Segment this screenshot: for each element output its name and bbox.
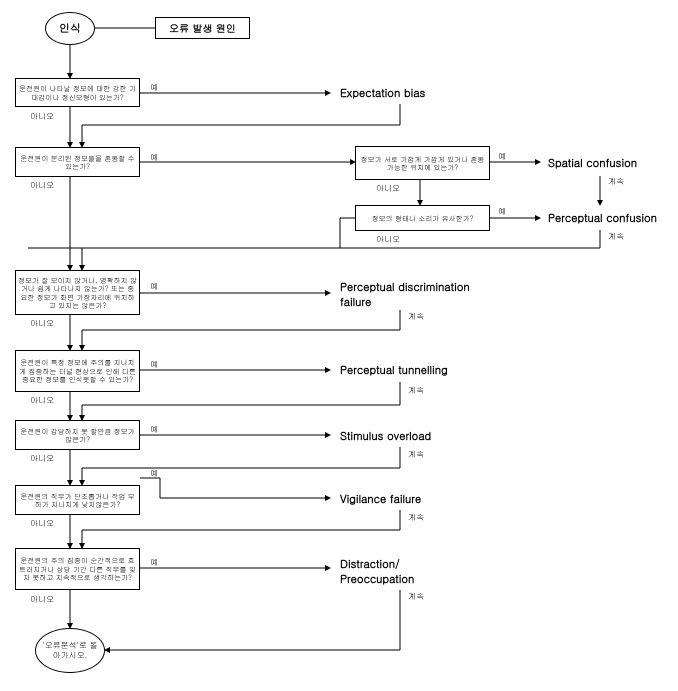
q1-no: 아니오 — [30, 111, 54, 122]
q1-yes: 예 — [150, 82, 158, 93]
out5-cont: 계속 — [408, 449, 424, 460]
q2b-box: 정보의 형태나 소리가 유사한가? — [355, 205, 490, 231]
q2-no: 아니오 — [30, 180, 54, 191]
out3: Perceptual discrimination failure — [340, 280, 490, 310]
q4-no: 아니오 — [30, 395, 54, 406]
out2a: Spatial confusion — [548, 156, 637, 171]
q2a-text: 정보가 서로 가깝게 가깝게 있거나 혼동 가능한 위치에 있는가? — [358, 155, 487, 172]
out7: Distraction/ Preoccupation — [340, 557, 460, 587]
q7-box: 운전원의 주의 집중이 순간적으로 흐트러지거나 상당 기간 다른 직무를 잊지… — [15, 548, 140, 590]
q2b-no: 아니오 — [376, 234, 400, 245]
out7-cont: 계속 — [408, 591, 424, 602]
q7-yes: 예 — [150, 557, 158, 568]
q2a-no: 아니오 — [376, 183, 400, 194]
out4: Perceptual tunnelling — [340, 363, 448, 378]
q4-yes: 예 — [150, 359, 158, 370]
q2b-text: 정보의 형태나 소리가 유사한가? — [372, 214, 474, 222]
out5: Stimulus overload — [340, 429, 431, 444]
q1-box: 운전원이 나타날 정보에 대한 강한 기대감이나 정신모형이 있는가? — [15, 78, 140, 107]
q6-yes: 예 — [150, 468, 158, 479]
out6: Vigilance failure — [340, 492, 421, 507]
start-oval: 인식 — [45, 12, 95, 45]
q3-yes: 예 — [150, 281, 158, 292]
title-box: 오류 발생 원인 — [155, 17, 250, 39]
q1-text: 운전원이 나타날 정보에 대한 강한 기대감이나 정신모형이 있는가? — [18, 84, 137, 101]
q6-text: 운전원의 직무가 단조롭거나 작업 부하가 지나치게 낮지않은가? — [18, 492, 137, 509]
out2b-cont: 계속 — [608, 231, 624, 242]
title-label: 오류 발생 원인 — [169, 22, 236, 34]
q2-yes: 예 — [150, 152, 158, 163]
q2-text: 운전원이 분리된 정보들을 혼동할 수 있는가? — [18, 154, 137, 171]
end-oval: '오류분석'로 돌아가시오. — [35, 628, 105, 673]
q7-text: 운전원의 주의 집중이 순간적으로 흐트러지거나 상당 기간 다른 직무를 잊지… — [18, 556, 137, 581]
end-label: '오류분석'로 돌아가시오. — [40, 641, 100, 660]
q2a-yes: 예 — [498, 151, 506, 162]
start-label: 인식 — [59, 22, 81, 35]
out2a-cont: 계속 — [608, 176, 624, 187]
q3-text: 정보가 잘 보이지 않거나, 명확하지 않거나 쉽게 나타나지 않는가? 또는 … — [18, 276, 137, 310]
out6-cont: 계속 — [408, 512, 424, 523]
out3-cont: 계속 — [408, 311, 424, 322]
q4-text: 운전원이 특정 정보에 주의를 지나치게 집중하는 터널 현상으로 인해 다른 … — [18, 358, 137, 383]
q2b-yes: 예 — [498, 206, 506, 217]
q2-box: 운전원이 분리된 정보들을 혼동할 수 있는가? — [15, 147, 140, 177]
q5-text: 운전원이 감당하지 못 할만큼 정보가 많은가? — [18, 427, 137, 444]
q5-no: 아니오 — [30, 453, 54, 464]
q6-no: 아니오 — [30, 518, 54, 529]
out1: Expectation bias — [340, 86, 425, 101]
q7-no: 아니오 — [30, 594, 54, 605]
q5-yes: 예 — [150, 424, 158, 435]
q2a-box: 정보가 서로 가깝게 가깝게 있거나 혼동 가능한 위치에 있는가? — [355, 146, 490, 180]
out2b: Perceptual confusion — [548, 211, 657, 226]
out4-cont: 계속 — [408, 385, 424, 396]
q4-box: 운전원이 특정 정보에 주의를 지나치게 집중하는 터널 현상으로 인해 다른 … — [15, 350, 140, 392]
q3-no: 아니오 — [30, 318, 54, 329]
q3-box: 정보가 잘 보이지 않거나, 명확하지 않거나 쉽게 나타나지 않는가? 또는 … — [15, 270, 140, 315]
q5-box: 운전원이 감당하지 못 할만큼 정보가 많은가? — [15, 420, 140, 450]
q6-box: 운전원의 직무가 단조롭거나 작업 부하가 지나치게 낮지않은가? — [15, 485, 140, 515]
